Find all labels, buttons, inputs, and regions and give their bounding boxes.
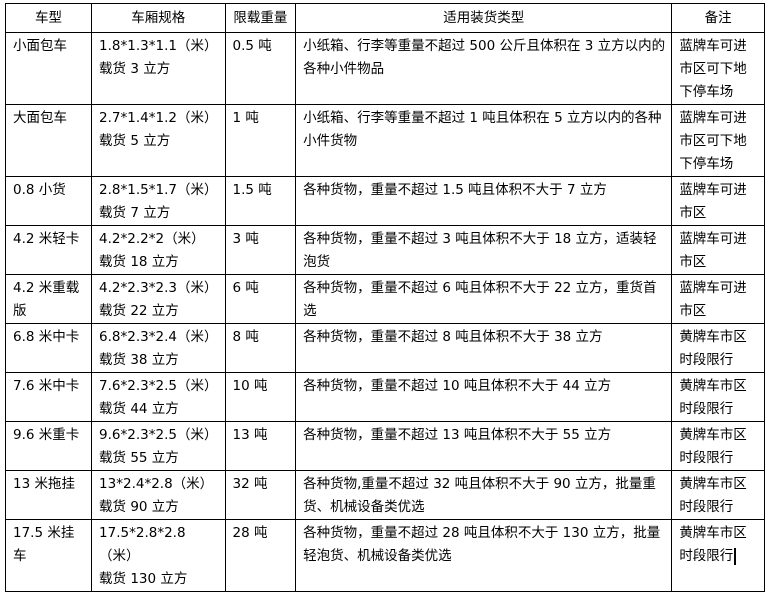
table-row: 4.2 米轻卡 4.2*2.2*2（米） 载货 18 立方 3 吨各种货物，重量不超过… [4, 225, 765, 275]
cell-spec: 6.8*2.3*2.4（米） 载货 38 立方 [91, 323, 226, 373]
cell-spec: 13*2.4*2.8（米） 载货 90 立方 [91, 470, 226, 520]
header-load: 限载重量 [224, 3, 297, 33]
cell-note[interactable]: 蓝牌车可进市区可下地下停车场 [671, 104, 765, 177]
header-note: 备注 [671, 3, 765, 33]
cell-load: 8 吨 [224, 323, 297, 373]
cell-vehicle-type: 大面包车 [4, 104, 93, 177]
note-text: 黄牌车市区时段限行 [679, 427, 747, 466]
cell-spec: 2.8*1.5*1.7（米） 载货 7 立方 [91, 176, 226, 226]
cell-spec: 4.2*2.2*2（米） 载货 18 立方 [91, 225, 226, 275]
cell-note[interactable]: 蓝牌车可进市区 [671, 176, 765, 226]
spec-dimensions: 13*2.4*2.8（米） [99, 476, 214, 492]
note-text: 蓝牌车可进市区 [679, 280, 747, 319]
table-row: 6.8 米中卡 6.8*2.3*2.4（米） 载货 38 立方 8 吨各种货物，重量不… [4, 323, 765, 373]
cell-cargo: 各种货物，重量不超过 10 吨且体积不大于 44 立方 [295, 372, 673, 422]
note-text: 黄牌车市区时段限行 [679, 329, 747, 368]
header-spec: 车厢规格 [91, 3, 226, 33]
note-text: 蓝牌车可进市区可下地下停车场 [679, 38, 747, 100]
cell-load: 32 吨 [224, 470, 297, 520]
table-row: 9.6 米重卡 9.6*2.3*2.5（米） 载货 55 立方 13 吨各种货物，重量… [4, 421, 765, 471]
table-row: 17.5 米挂车 17.5*2.8*2.8（米） 载货 130 立方 28 吨各种货物… [4, 519, 765, 592]
table-header-row: 车型 车厢规格 限载重量 适用装货类型 备注 [4, 3, 765, 33]
cell-load: 0.5 吨 [224, 32, 297, 105]
cell-note[interactable]: 黄牌车市区时段限行 [671, 372, 765, 422]
note-text: 黄牌车市区时段限行 [679, 525, 747, 564]
spec-volume: 载货 44 立方 [99, 401, 179, 417]
spec-dimensions: 7.6*2.3*2.5（米） [99, 378, 218, 394]
cell-load: 1.5 吨 [224, 176, 297, 226]
cell-cargo: 各种货物,重量不超过 32 吨且体积不大于 90 立方，批量重货、机械设备类优选 [295, 470, 673, 520]
cell-vehicle-type: 17.5 米挂车 [4, 519, 93, 592]
note-text: 蓝牌车可进市区 [679, 231, 747, 270]
table-row: 小面包车 1.8*1.3*1.1（米） 载货 3 立方 0.5 吨小纸箱、行李等重量不… [4, 32, 765, 105]
cell-load: 6 吨 [224, 274, 297, 324]
table-row: 0.8 小货 2.8*1.5*1.7（米） 载货 7 立方 1.5 吨各种货物，重量不… [4, 176, 765, 226]
cell-vehicle-type: 小面包车 [4, 32, 93, 105]
cell-vehicle-type: 7.6 米中卡 [4, 372, 93, 422]
spec-volume: 载货 38 立方 [99, 352, 179, 368]
spec-dimensions: 4.2*2.3*2.3（米） [99, 280, 218, 296]
note-text: 蓝牌车可进市区可下地下停车场 [679, 110, 747, 172]
cell-load: 1 吨 [224, 104, 297, 177]
cell-vehicle-type: 0.8 小货 [4, 176, 93, 226]
table-row: 13 米拖挂 13*2.4*2.8（米） 载货 90 立方 32 吨各种货物,重量不超… [4, 470, 765, 520]
cell-cargo: 各种货物，重量不超过 8 吨且体积不大于 38 立方 [295, 323, 673, 373]
cell-spec: 9.6*2.3*2.5（米） 载货 55 立方 [91, 421, 226, 471]
note-text: 黄牌车市区时段限行 [679, 378, 747, 417]
spec-volume: 载货 130 立方 [99, 571, 188, 587]
cell-note[interactable]: 蓝牌车可进市区可下地下停车场 [671, 32, 765, 105]
cell-vehicle-type: 4.2 米重载版 [4, 274, 93, 324]
spec-volume: 载货 90 立方 [99, 499, 179, 515]
table-row: 大面包车 2.7*1.4*1.2（米） 载货 5 立方 1 吨小纸箱、行李等重量不超过… [4, 104, 765, 177]
cell-note[interactable]: 黄牌车市区时段限行 [671, 470, 765, 520]
cell-spec: 1.8*1.3*1.1（米） 载货 3 立方 [91, 32, 226, 105]
cell-vehicle-type: 9.6 米重卡 [4, 421, 93, 471]
spec-dimensions: 17.5*2.8*2.8（米） [99, 525, 186, 564]
cell-vehicle-type: 13 米拖挂 [4, 470, 93, 520]
cell-cargo: 各种货物，重量不超过 28 吨且体积不大于 130 立方，批量轻泡货、机械设备类… [295, 519, 673, 592]
cell-cargo: 各种货物，重量不超过 1.5 吨且体积不大于 7 立方 [295, 176, 673, 226]
cell-note[interactable]: 蓝牌车可进市区 [671, 225, 765, 275]
cell-load: 13 吨 [224, 421, 297, 471]
cell-note[interactable]: 蓝牌车可进市区 [671, 274, 765, 324]
cell-spec: 7.6*2.3*2.5（米） 载货 44 立方 [91, 372, 226, 422]
table-row: 7.6 米中卡 7.6*2.3*2.5（米） 载货 44 立方 10 吨各种货物，重量… [4, 372, 765, 422]
table-row: 4.2 米重载版 4.2*2.3*2.3（米） 载货 22 立方 6 吨各种货物，重量… [4, 274, 765, 324]
cell-load: 10 吨 [224, 372, 297, 422]
cell-load: 28 吨 [224, 519, 297, 592]
cell-spec: 17.5*2.8*2.8（米） 载货 130 立方 [91, 519, 226, 592]
spec-dimensions: 2.7*1.4*1.2（米） [99, 110, 218, 126]
cell-cargo: 各种货物，重量不超过 3 吨且体积不大于 18 立方，适装轻泡货 [295, 225, 673, 275]
vehicle-spec-table: 车型 车厢规格 限载重量 适用装货类型 备注 小面包车 1.8*1.3*1.1（米… [4, 3, 765, 592]
cell-spec: 2.7*1.4*1.2（米） 载货 5 立方 [91, 104, 226, 177]
spec-dimensions: 2.8*1.5*1.7（米） [99, 182, 218, 198]
cell-spec: 4.2*2.3*2.3（米） 载货 22 立方 [91, 274, 226, 324]
header-cargo: 适用装货类型 [295, 3, 673, 33]
spec-volume: 载货 7 立方 [99, 205, 171, 221]
spec-dimensions: 1.8*1.3*1.1（米） [99, 38, 218, 54]
spec-dimensions: 4.2*2.2*2（米） [99, 231, 205, 247]
cell-note[interactable]: 黄牌车市区时段限行 [671, 421, 765, 471]
cell-vehicle-type: 6.8 米中卡 [4, 323, 93, 373]
spec-dimensions: 6.8*2.3*2.4（米） [99, 329, 218, 345]
cell-note[interactable]: 黄牌车市区时段限行 [671, 519, 765, 592]
spec-volume: 载货 55 立方 [99, 450, 179, 466]
header-vehicle-type: 车型 [4, 3, 93, 33]
spec-volume: 载货 5 立方 [99, 133, 171, 149]
spec-volume: 载货 18 立方 [99, 254, 179, 270]
note-text: 蓝牌车可进市区 [679, 182, 747, 221]
cell-load: 3 吨 [224, 225, 297, 275]
spec-dimensions: 9.6*2.3*2.5（米） [99, 427, 218, 443]
cell-note[interactable]: 黄牌车市区时段限行 [671, 323, 765, 373]
spec-volume: 载货 3 立方 [99, 61, 171, 77]
spec-volume: 载货 22 立方 [99, 303, 179, 319]
cell-vehicle-type: 4.2 米轻卡 [4, 225, 93, 275]
cell-cargo: 小纸箱、行李等重量不超过 1 吨且体积在 5 立方以内的各种小件货物 [295, 104, 673, 177]
text-caret [734, 547, 737, 565]
note-text: 黄牌车市区时段限行 [679, 476, 747, 515]
cell-cargo: 各种货物，重量不超过 6 吨且体积不大于 22 立方，重货首选 [295, 274, 673, 324]
cell-cargo: 各种货物，重量不超过 13 吨且体积不大于 55 立方 [295, 421, 673, 471]
cell-cargo: 小纸箱、行李等重量不超过 500 公斤且体积在 3 立方以内的各种小件物品 [295, 32, 673, 105]
